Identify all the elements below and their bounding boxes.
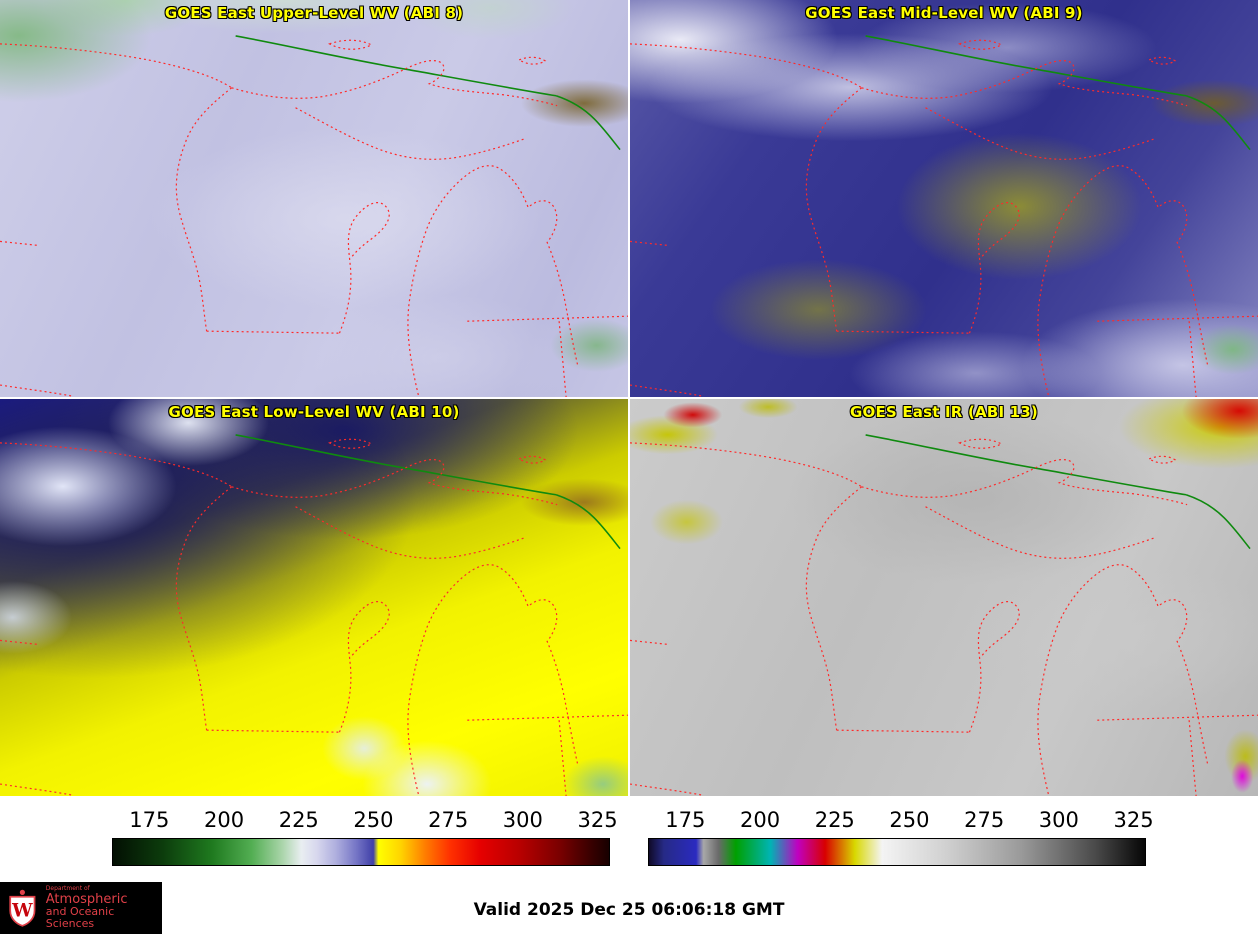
uw-crest-icon: W — [9, 889, 36, 927]
panel-low-level-wv: GOES East Low-Level WV (ABI 10) — [0, 399, 628, 796]
tick-label: 300 — [502, 808, 543, 832]
footer: W Department of Atmospheric and Oceanic … — [0, 882, 1258, 934]
crest-letter: W — [11, 901, 33, 922]
tick-label: 275 — [964, 808, 1005, 832]
tick-label: 250 — [353, 808, 394, 832]
colorbar-wv-ticks: 175 200 225 250 275 300 325 — [112, 808, 617, 836]
colorbar-wv-gradient — [112, 838, 610, 866]
aos-department-logo: W Department of Atmospheric and Oceanic … — [0, 882, 162, 934]
panel-title-abi13: GOES East IR (ABI 13) — [849, 403, 1038, 421]
tick-label: 200 — [740, 808, 781, 832]
colorbar-ir-gradient — [648, 838, 1146, 866]
tick-label: 275 — [428, 808, 469, 832]
state-borders-overlay — [630, 35, 1258, 397]
valid-time-label: Valid 2025 Dec 25 06:06:18 GMT — [473, 900, 785, 920]
colorbar-wv: 175 200 225 250 275 300 325 — [112, 808, 618, 866]
panel-upper-level-wv: GOES East Upper-Level WV (ABI 8) — [0, 0, 628, 397]
colorbar-ir-ticks: 175 200 225 250 275 300 325 — [648, 808, 1153, 836]
colorbar-ir: 175 200 225 250 275 300 325 — [648, 808, 1154, 866]
panel-grid: GOES East Upper-Level WV (ABI 8) GOES Ea… — [0, 0, 1258, 796]
logo-line-oceanic: and Oceanic Sciences — [45, 905, 115, 930]
logo-line-atmospheric: Atmospheric — [45, 891, 128, 907]
tick-label: 175 — [129, 808, 170, 832]
logo-text-block: Department of Atmospheric and Oceanic Sc… — [45, 885, 162, 930]
tick-label: 225 — [814, 808, 855, 832]
panel-title-abi10: GOES East Low-Level WV (ABI 10) — [168, 403, 460, 421]
state-borders-overlay — [0, 35, 628, 397]
state-borders-overlay — [630, 434, 1258, 796]
state-borders-overlay — [0, 434, 628, 796]
panel-ir: GOES East IR (ABI 13) — [630, 399, 1258, 796]
tick-label: 300 — [1038, 808, 1079, 832]
tick-label: 175 — [665, 808, 706, 832]
logo-department-of: Department of — [45, 885, 90, 893]
tick-label: 200 — [204, 808, 245, 832]
panel-title-abi9: GOES East Mid-Level WV (ABI 9) — [805, 4, 1083, 22]
panel-title-abi8: GOES East Upper-Level WV (ABI 8) — [164, 4, 464, 22]
tick-label: 250 — [889, 808, 930, 832]
tick-label: 325 — [1113, 808, 1154, 832]
colorbar-row: 175 200 225 250 275 300 325 175 200 225 … — [0, 796, 1258, 866]
tick-label: 225 — [278, 808, 319, 832]
panel-mid-level-wv: GOES East Mid-Level WV (ABI 9) — [630, 0, 1258, 397]
tick-label: 325 — [577, 808, 618, 832]
